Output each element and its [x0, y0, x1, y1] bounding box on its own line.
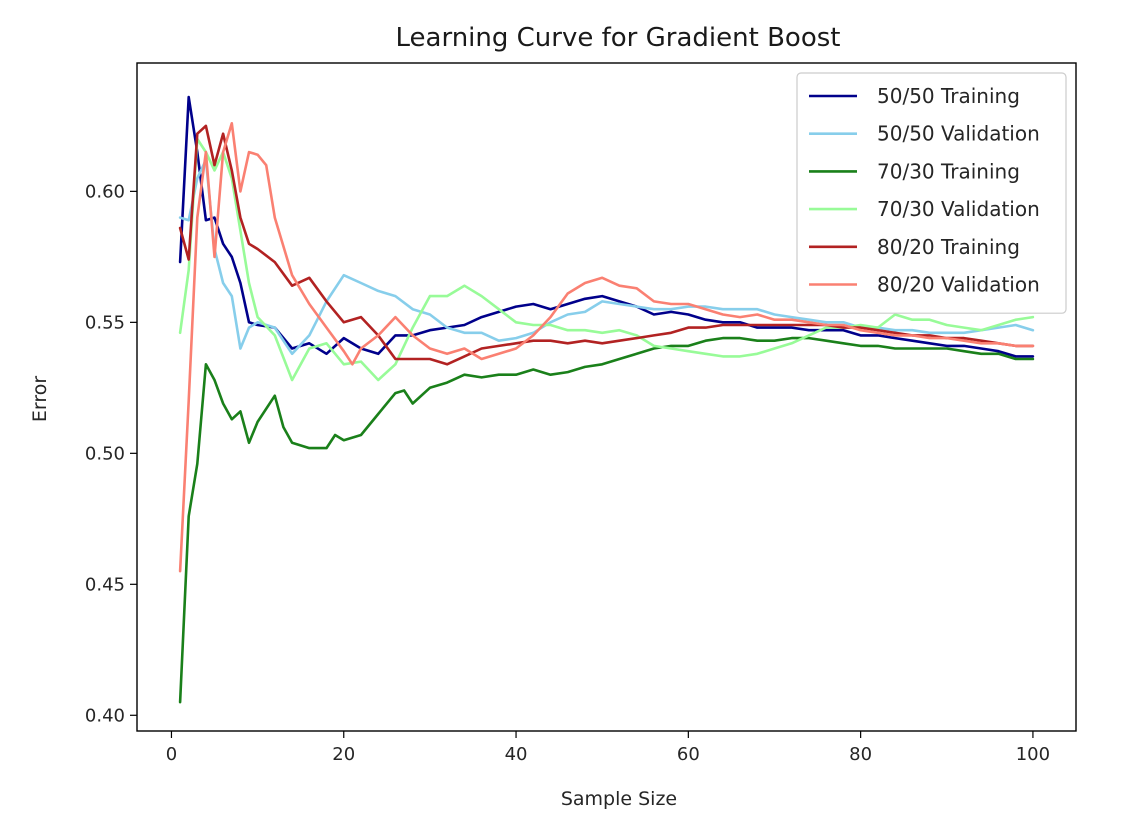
- y-tick-label: 0.40: [85, 705, 125, 726]
- legend-label-1: 50/50 Training: [877, 84, 1020, 108]
- series-line-5: [178, 124, 1035, 366]
- series-line-6: [178, 122, 1035, 573]
- y-axis-label: Error: [29, 376, 51, 423]
- y-tick-label: 0.45: [85, 574, 125, 595]
- legend-box: [796, 72, 1067, 314]
- y-tick-label: 0.55: [85, 312, 125, 333]
- chart-title: Learning Curve for Gradient Boost: [396, 23, 841, 53]
- plot-frame: [136, 62, 1077, 732]
- x-tick-label: 80: [849, 744, 872, 765]
- x-tick-label: 100: [1016, 744, 1050, 765]
- y-tick-label: 0.60: [85, 181, 125, 202]
- x-tick-label: 20: [332, 744, 355, 765]
- legend-label-3: 70/30 Training: [877, 159, 1020, 183]
- legend-label-6: 80/20 Validation: [877, 273, 1040, 297]
- x-axis: 0 20 40 60 80 100: [166, 731, 1050, 765]
- x-tick-label: 40: [505, 744, 528, 765]
- y-axis: 0.40 0.45 0.50 0.55 0.60: [85, 181, 137, 726]
- x-tick-label: 0: [166, 744, 177, 765]
- series-lines: [178, 95, 1035, 704]
- x-tick-label: 60: [677, 744, 700, 765]
- legend-label-4: 70/30 Validation: [877, 197, 1040, 221]
- series-line-1: [178, 95, 1035, 358]
- legend-label-2: 50/50 Validation: [877, 122, 1040, 146]
- x-axis-label: Sample Size: [561, 788, 677, 810]
- y-tick-label: 0.50: [85, 443, 125, 464]
- legend-label-5: 80/20 Training: [877, 235, 1020, 259]
- series-line-3: [178, 336, 1035, 704]
- series-line-4: [178, 137, 1035, 382]
- legend: 50/50 Training 50/50 Validation 70/30 Trai…: [796, 72, 1067, 314]
